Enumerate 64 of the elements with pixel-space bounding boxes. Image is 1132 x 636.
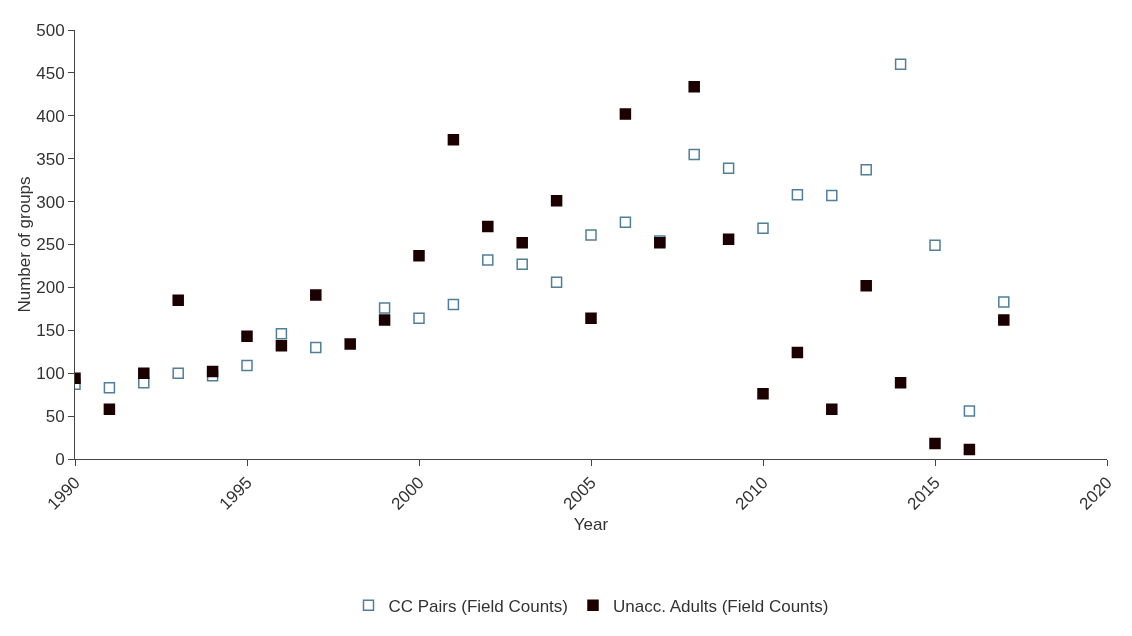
point — [619, 108, 632, 120]
point — [482, 220, 494, 233]
point — [378, 314, 391, 326]
point — [138, 367, 150, 379]
y-tick-label: 300 — [36, 192, 65, 212]
point — [998, 296, 1010, 308]
point — [550, 276, 563, 288]
point — [929, 437, 941, 450]
y-axis-title: Number of groups — [15, 176, 35, 313]
point — [585, 312, 597, 325]
point — [998, 314, 1010, 326]
point — [929, 239, 941, 252]
y-tick-label: 450 — [36, 63, 65, 83]
point — [241, 359, 253, 372]
y-tick-label: 150 — [36, 321, 65, 341]
x-axis-title: Year — [573, 515, 609, 535]
y-tick-label: 500 — [36, 20, 65, 40]
point — [275, 327, 288, 340]
y-tick-label: 350 — [36, 149, 65, 169]
point — [791, 346, 804, 359]
point — [619, 216, 632, 228]
point — [172, 367, 184, 379]
point — [378, 302, 391, 314]
point — [585, 229, 597, 241]
point — [757, 388, 769, 400]
legend-label: CC Pairs (Field Counts) — [388, 596, 568, 616]
y-tick-label: 50 — [45, 407, 65, 427]
point — [963, 405, 976, 417]
point — [344, 338, 356, 350]
point — [688, 148, 700, 161]
point — [894, 58, 907, 71]
point — [826, 403, 838, 415]
point — [860, 164, 872, 176]
point — [103, 403, 116, 415]
point — [963, 443, 976, 456]
point — [688, 80, 700, 93]
point — [241, 330, 253, 343]
point — [757, 222, 769, 234]
y-tick-label: 200 — [36, 278, 65, 298]
point — [550, 194, 563, 207]
point — [894, 376, 907, 389]
point — [103, 382, 116, 394]
y-tick-label: 0 — [55, 449, 65, 469]
point — [172, 294, 184, 307]
point — [722, 233, 735, 246]
point — [447, 298, 460, 311]
point — [275, 339, 288, 352]
point — [826, 189, 838, 202]
point — [310, 341, 322, 354]
point — [447, 134, 460, 146]
y-tick-label: 250 — [36, 235, 65, 255]
y-tick-label: 100 — [36, 364, 65, 384]
point — [413, 249, 425, 262]
point — [722, 162, 735, 174]
point — [310, 289, 322, 301]
y-tick-label: 400 — [36, 106, 65, 126]
point — [413, 312, 425, 325]
point — [206, 365, 219, 378]
point — [482, 254, 494, 266]
point — [516, 258, 528, 270]
point — [516, 237, 528, 249]
point — [791, 188, 804, 201]
legend-label: Unacc. Adults (Field Counts) — [613, 596, 829, 616]
point — [860, 279, 872, 292]
